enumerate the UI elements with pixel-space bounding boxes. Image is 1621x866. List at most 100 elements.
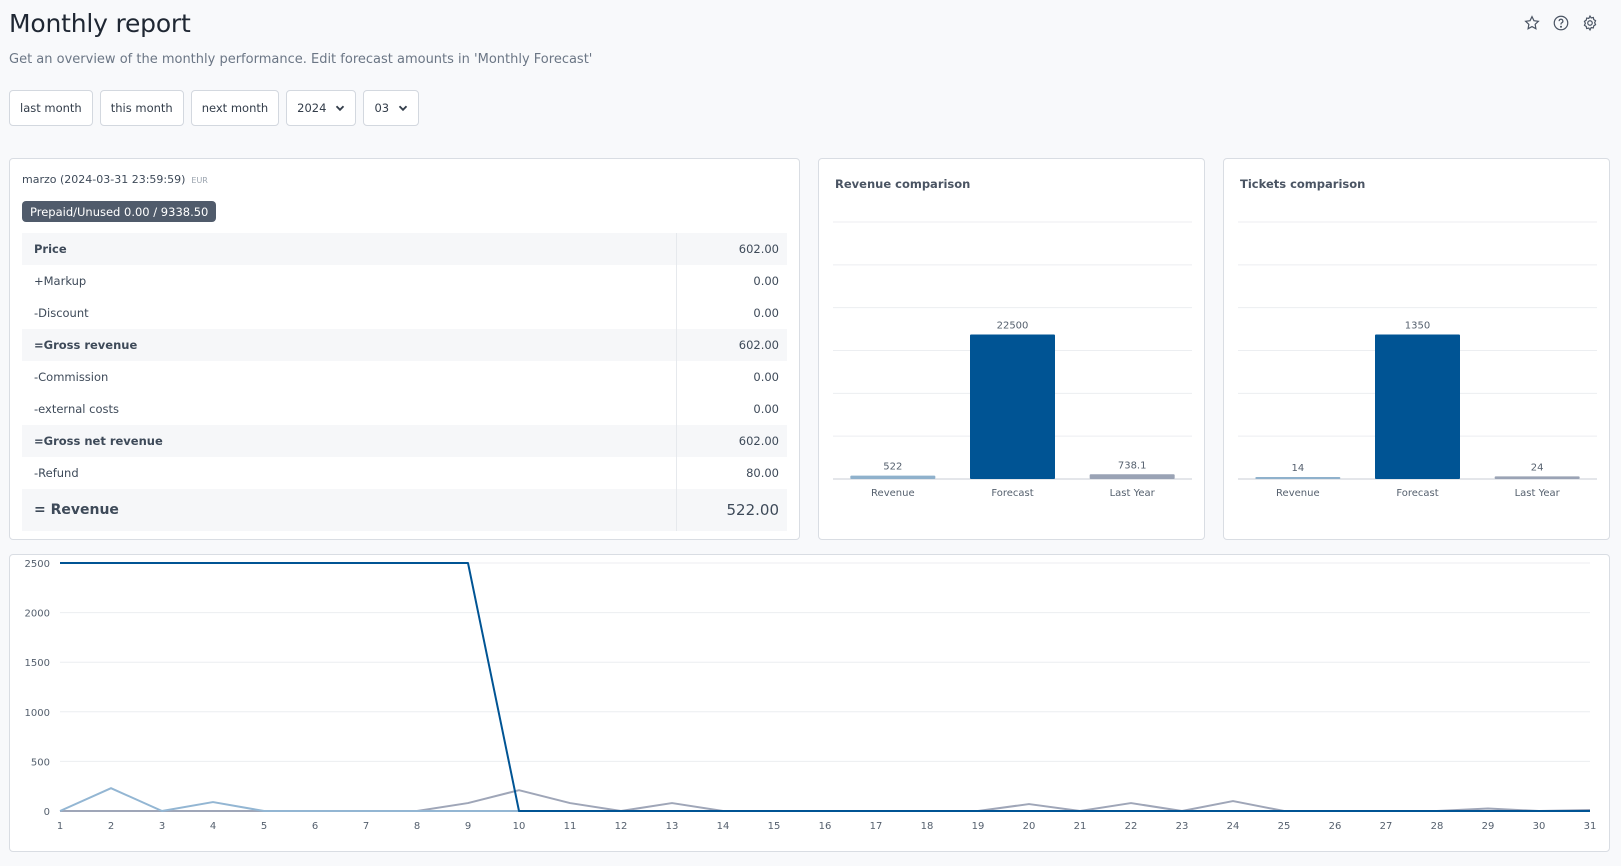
bar-value-label: 1350 xyxy=(1405,320,1430,331)
table-row: -Commission 0.00 xyxy=(22,361,787,393)
bar-value-label: 738.1 xyxy=(1118,460,1147,471)
page-subtitle: Get an overview of the monthly performan… xyxy=(9,52,593,67)
month-select[interactable]: 03 xyxy=(363,90,420,126)
x-tick-label: 17 xyxy=(870,821,883,832)
y-tick-label: 2000 xyxy=(25,609,50,620)
x-tick-label: 22 xyxy=(1125,821,1138,832)
x-tick-label: 3 xyxy=(159,821,165,832)
category-label: Revenue xyxy=(871,488,915,499)
y-tick-label: 0 xyxy=(44,807,50,818)
revenue-comparison-chart: 522 Revenue 22500 Forecast 738.1 Last Year xyxy=(833,221,1192,499)
revenue-comparison-card: Revenue comparison 522 Revenue 22500 Foreca… xyxy=(818,158,1205,540)
chevron-down-icon xyxy=(335,103,345,113)
revenue-breakdown-card: marzo (2024-03-31 23:59:59) EUR Prepaid/… xyxy=(9,158,800,540)
x-tick-label: 26 xyxy=(1329,821,1342,832)
category-label: Last Year xyxy=(1110,488,1156,499)
total-label: = Revenue xyxy=(22,489,676,531)
year-select[interactable]: 2024 xyxy=(286,90,357,126)
row-value: 0.00 xyxy=(675,297,787,329)
category-label: Revenue xyxy=(1276,488,1320,499)
table-row: =Gross revenue 602.00 xyxy=(22,329,787,361)
x-tick-label: 29 xyxy=(1482,821,1495,832)
series-line xyxy=(59,787,1590,812)
tickets-comparison-chart: 14 Revenue 1350 Forecast 24 Last Year xyxy=(1238,221,1597,499)
table-row: +Markup 0.00 xyxy=(22,265,787,297)
last-month-button[interactable]: last month xyxy=(9,90,93,126)
x-tick-label: 13 xyxy=(666,821,679,832)
star-icon[interactable] xyxy=(1523,14,1541,32)
bar xyxy=(1375,334,1460,479)
row-value: 602.00 xyxy=(675,233,787,265)
table-row: =Gross net revenue 602.00 xyxy=(22,425,787,457)
bar xyxy=(1494,476,1580,479)
row-value: 0.00 xyxy=(675,361,787,393)
total-row: = Revenue 522.00 xyxy=(22,489,787,531)
x-tick-label: 5 xyxy=(261,821,267,832)
x-tick-label: 18 xyxy=(921,821,934,832)
x-tick-label: 21 xyxy=(1074,821,1087,832)
x-tick-label: 14 xyxy=(717,821,730,832)
y-tick-label: 1000 xyxy=(25,708,50,719)
year-select-value: 2024 xyxy=(297,101,327,115)
x-tick-label: 8 xyxy=(414,821,420,832)
x-tick-label: 30 xyxy=(1533,821,1546,832)
bar-value-label: 22500 xyxy=(997,320,1029,331)
help-icon[interactable] xyxy=(1552,14,1570,32)
bar-value-label: 14 xyxy=(1291,463,1304,474)
bar xyxy=(1089,474,1175,479)
row-label: -external costs xyxy=(34,402,119,416)
chart-title: Tickets comparison xyxy=(1240,177,1366,191)
x-tick-label: 23 xyxy=(1176,821,1189,832)
x-tick-label: 28 xyxy=(1431,821,1444,832)
daily-revenue-chart-card: 0 500 1000 1500 2000 2500 1 2 3 4 5 6 7 8 9 10 11 12 13 14 1… xyxy=(9,554,1610,852)
row-label: +Markup xyxy=(34,274,87,288)
row-label: -Refund xyxy=(34,466,79,480)
revenue-table: Price 602.00 +Markup 0.00 -Discount 0.00 =Gros… xyxy=(22,233,787,531)
y-tick-label: 2500 xyxy=(25,559,50,570)
x-tick-label: 24 xyxy=(1227,821,1240,832)
x-tick-label: 12 xyxy=(615,821,628,832)
x-tick-label: 25 xyxy=(1278,821,1291,832)
x-tick-label: 16 xyxy=(819,821,832,832)
period-controls: last month this month next month 2024 03 xyxy=(9,90,420,126)
x-tick-label: 2 xyxy=(108,821,114,832)
x-tick-label: 10 xyxy=(513,821,526,832)
table-row: -Refund 80.00 xyxy=(22,457,787,489)
x-tick-label: 27 xyxy=(1380,821,1393,832)
row-value: 602.00 xyxy=(675,425,787,457)
x-tick-label: 9 xyxy=(465,821,471,832)
next-month-button[interactable]: next month xyxy=(190,90,280,126)
total-value: 522.00 xyxy=(675,489,787,531)
series-line xyxy=(60,562,1590,812)
chart-title: Revenue comparison xyxy=(835,177,971,191)
row-label: =Gross revenue xyxy=(22,329,676,361)
table-row: -Discount 0.00 xyxy=(22,297,787,329)
row-label: Price xyxy=(22,233,676,265)
bar xyxy=(1255,477,1341,479)
table-row: Price 602.00 xyxy=(22,233,787,265)
x-tick-label: 20 xyxy=(1023,821,1036,832)
header-actions xyxy=(1523,14,1599,32)
x-tick-label: 15 xyxy=(768,821,781,832)
prepaid-badge: Prepaid/Unused 0.00 / 9338.50 xyxy=(22,201,217,222)
report-period: marzo (2024-03-31 23:59:59) xyxy=(22,173,186,186)
currency-label: EUR xyxy=(191,176,208,185)
x-tick-label: 6 xyxy=(312,821,318,832)
bar xyxy=(850,475,936,479)
this-month-button[interactable]: this month xyxy=(99,90,184,126)
gear-icon[interactable] xyxy=(1581,14,1599,32)
row-label: -Discount xyxy=(34,306,89,320)
x-tick-label: 7 xyxy=(363,821,369,832)
report-heading: marzo (2024-03-31 23:59:59) EUR xyxy=(22,173,208,186)
x-tick-label: 4 xyxy=(210,821,216,832)
row-value: 0.00 xyxy=(675,265,787,297)
table-row: -external costs 0.00 xyxy=(22,393,787,425)
tickets-comparison-card: Tickets comparison 14 Revenue 1350 Forecast… xyxy=(1223,158,1610,540)
x-tick-label: 19 xyxy=(972,821,985,832)
month-select-value: 03 xyxy=(374,101,390,115)
page-title: Monthly report xyxy=(9,9,191,38)
x-tick-label: 31 xyxy=(1584,821,1597,832)
category-label: Forecast xyxy=(991,488,1033,499)
chevron-down-icon xyxy=(398,103,408,113)
